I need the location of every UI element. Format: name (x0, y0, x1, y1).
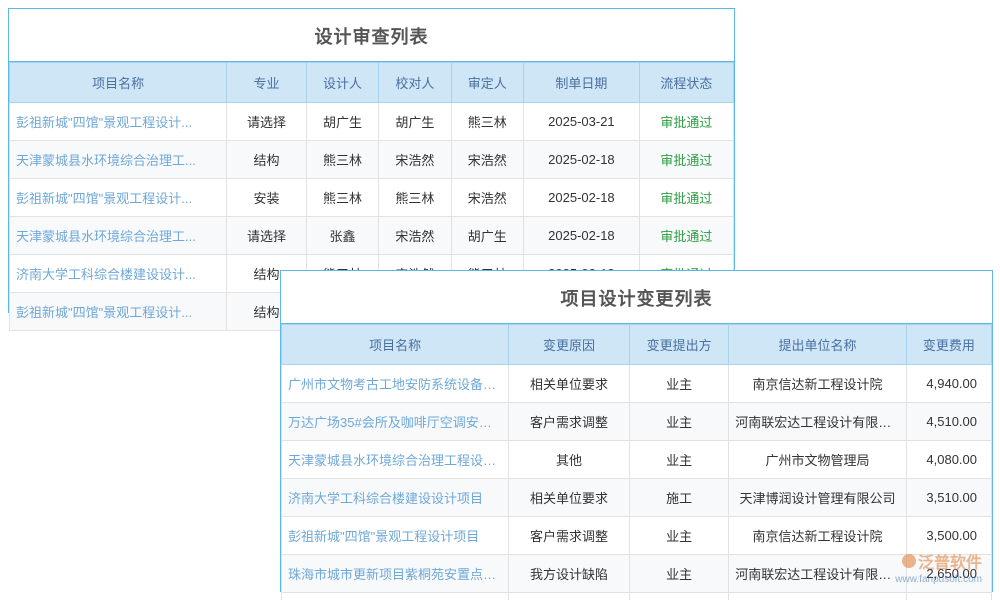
col2-reason: 变更原因 (509, 325, 630, 365)
col-profession: 专业 (227, 63, 307, 103)
design-change-title: 项目设计变更列表 (281, 271, 992, 324)
change-fee-value: 3,510.00 (906, 479, 991, 517)
col2-proposer: 变更提出方 (629, 325, 728, 365)
change-fee-value: 3,500.00 (906, 517, 991, 555)
table-cell-profession: 安装 (227, 179, 307, 217)
table-cell-approver: 宋浩然 (451, 179, 523, 217)
design-change-row[interactable]: 济南大学工科综合楼建设设计项目 相关单位要求 施工 天津博润设计管理有限公司 3,510… (282, 479, 992, 517)
col-project-name: 项目名称 (10, 63, 227, 103)
design-review-title: 设计审查列表 (9, 9, 734, 62)
table-cell-unit: 广州市文物管理局 (729, 441, 907, 479)
project-name-link[interactable]: 彭祖新城"四馆"景观工程设计... (10, 293, 227, 331)
table-cell-proposer: 业主 (629, 593, 728, 600)
table-cell-checker: 胡广生 (379, 103, 451, 141)
table-cell-unit: 天津博润设计管理有限公司 (729, 479, 907, 517)
project-name-link[interactable]: 广州市文物考古工地安防系统设备保修 (282, 365, 509, 403)
table-cell-proposer: 业主 (629, 517, 728, 555)
design-change-row[interactable]: 万达广场35#会所及咖啡厅空调安装工程 客户需求调整 业主 河南联宏达工程设计有限公司… (282, 403, 992, 441)
design-change-row[interactable]: 天津蒙城县水环境综合治理工程设计项目 其他 业主 广州市文物管理局 4,080.00 (282, 441, 992, 479)
table-cell-reason: 客户需求调整 (509, 403, 630, 441)
design-review-row[interactable]: 彭祖新城"四馆"景观工程设计... 请选择 胡广生 胡广生 熊三林 2025-03-21 审… (10, 103, 734, 141)
status-badge: 审批通过 (639, 103, 733, 141)
change-fee-value: 4,510.00 (906, 403, 991, 441)
table-cell-date: 2025-02-18 (524, 141, 640, 179)
project-name-link[interactable]: 天津蒙城县水环境综合治理工程设计项目 (282, 593, 509, 600)
design-review-panel: 设计审查列表 项目名称 专业 设计人 校对人 审定人 制单日期 流程状态 彭祖新… (8, 8, 735, 313)
project-name-link[interactable]: 济南大学工科综合楼建设设计... (10, 255, 227, 293)
project-name-link[interactable]: 天津蒙城县水环境综合治理工... (10, 217, 227, 255)
table-cell-unit: 河南联宏达工程设计有限公司 (729, 555, 907, 593)
design-review-row[interactable]: 天津蒙城县水环境综合治理工... 请选择 张鑫 宋浩然 胡广生 2025-02-18 审批通… (10, 217, 734, 255)
project-name-link[interactable]: 万达广场35#会所及咖啡厅空调安装工程 (282, 403, 509, 441)
table-cell-approver: 胡广生 (451, 217, 523, 255)
table-cell-profession: 请选择 (227, 217, 307, 255)
table-cell-date: 2025-03-21 (524, 103, 640, 141)
design-change-row[interactable]: 广州市文物考古工地安防系统设备保修 相关单位要求 业主 南京信达新工程设计院 4,940… (282, 365, 992, 403)
table-cell-reason: 其他 (509, 441, 630, 479)
design-change-header-row: 项目名称 变更原因 变更提出方 提出单位名称 变更费用 (282, 325, 992, 365)
table-cell-proposer: 业主 (629, 403, 728, 441)
table-cell-checker: 熊三林 (379, 179, 451, 217)
table-cell-proposer: 业主 (629, 555, 728, 593)
table-cell-checker: 宋浩然 (379, 141, 451, 179)
table-cell-proposer: 业主 (629, 365, 728, 403)
table-cell-designer: 熊三林 (306, 179, 378, 217)
table-cell-proposer: 施工 (629, 479, 728, 517)
table-cell-unit: 天津博润设计管理有限公司 (729, 593, 907, 600)
change-fee-value: 2,500.00 (906, 593, 991, 600)
table-cell-reason: 客户需求调整 (509, 517, 630, 555)
change-fee-value: 2,650.00 (906, 555, 991, 593)
table-cell-reason: 相关单位要求 (509, 479, 630, 517)
table-cell-designer: 熊三林 (306, 141, 378, 179)
table-cell-profession: 请选择 (227, 103, 307, 141)
change-fee-value: 4,940.00 (906, 365, 991, 403)
project-name-link[interactable]: 珠海市城市更新项目紫桐苑安置点设计项目 (282, 555, 509, 593)
project-name-link[interactable]: 彭祖新城"四馆"景观工程设计... (10, 103, 227, 141)
table-cell-date: 2025-02-18 (524, 179, 640, 217)
col-status: 流程状态 (639, 63, 733, 103)
design-change-row[interactable]: 天津蒙城县水环境综合治理工程设计项目客户需求调整业主天津博润设计管理有限公司2,… (282, 593, 992, 600)
table-cell-approver: 宋浩然 (451, 141, 523, 179)
table-cell-reason: 我方设计缺陷 (509, 555, 630, 593)
col2-project-name: 项目名称 (282, 325, 509, 365)
design-change-panel: 项目设计变更列表 项目名称 变更原因 变更提出方 提出单位名称 变更费用 广州市… (280, 270, 993, 592)
status-badge: 审批通过 (639, 179, 733, 217)
design-review-row[interactable]: 天津蒙城县水环境综合治理工... 结构 熊三林 宋浩然 宋浩然 2025-02-18 审批通… (10, 141, 734, 179)
table-cell-reason: 客户需求调整 (509, 593, 630, 600)
project-name-link[interactable]: 天津蒙城县水环境综合治理工... (10, 141, 227, 179)
table-cell-approver: 熊三林 (451, 103, 523, 141)
project-name-link[interactable]: 济南大学工科综合楼建设设计项目 (282, 479, 509, 517)
table-cell-reason: 相关单位要求 (509, 365, 630, 403)
design-change-row[interactable]: 珠海市城市更新项目紫桐苑安置点设计项目我方设计缺陷业主河南联宏达工程设计有限公司… (282, 555, 992, 593)
table-cell-date: 2025-02-18 (524, 217, 640, 255)
col-date: 制单日期 (524, 63, 640, 103)
change-fee-value: 4,080.00 (906, 441, 991, 479)
col2-fee: 变更费用 (906, 325, 991, 365)
project-name-link[interactable]: 彭祖新城"四馆"景观工程设计项目 (282, 517, 509, 555)
project-name-link[interactable]: 天津蒙城县水环境综合治理工程设计项目 (282, 441, 509, 479)
col2-unit: 提出单位名称 (729, 325, 907, 365)
col-approver: 审定人 (451, 63, 523, 103)
design-review-header-row: 项目名称 专业 设计人 校对人 审定人 制单日期 流程状态 (10, 63, 734, 103)
table-cell-unit: 南京信达新工程设计院 (729, 365, 907, 403)
table-cell-designer: 张鑫 (306, 217, 378, 255)
table-cell-unit: 南京信达新工程设计院 (729, 517, 907, 555)
table-cell-profession: 结构 (227, 141, 307, 179)
table-cell-checker: 宋浩然 (379, 217, 451, 255)
project-name-link[interactable]: 彭祖新城"四馆"景观工程设计... (10, 179, 227, 217)
table-cell-unit: 河南联宏达工程设计有限公司 (729, 403, 907, 441)
design-review-row[interactable]: 彭祖新城"四馆"景观工程设计... 安装 熊三林 熊三林 宋浩然 2025-02-18 审批… (10, 179, 734, 217)
design-change-table[interactable]: 项目名称 变更原因 变更提出方 提出单位名称 变更费用 广州市文物考古工地安防系… (281, 324, 992, 600)
col-checker: 校对人 (379, 63, 451, 103)
table-cell-designer: 胡广生 (306, 103, 378, 141)
table-cell-proposer: 业主 (629, 441, 728, 479)
status-badge: 审批通过 (639, 141, 733, 179)
status-badge: 审批通过 (639, 217, 733, 255)
col-designer: 设计人 (306, 63, 378, 103)
design-change-row[interactable]: 彭祖新城"四馆"景观工程设计项目 客户需求调整 业主 南京信达新工程设计院 3,500.… (282, 517, 992, 555)
